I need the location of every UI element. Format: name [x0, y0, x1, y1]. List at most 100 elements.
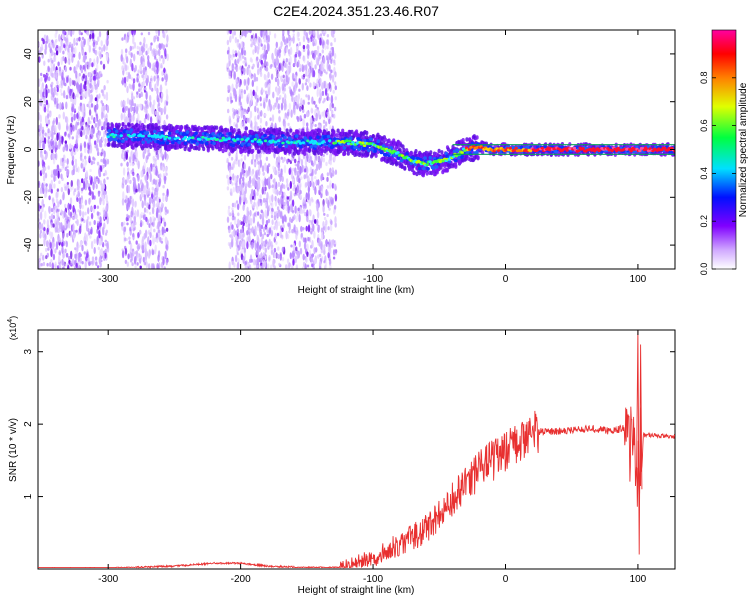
noise-mark [54, 226, 58, 233]
noise-mark [122, 176, 125, 184]
noise-mark [326, 39, 330, 46]
noise-mark [64, 219, 67, 229]
noise-mark [128, 74, 132, 80]
noise-mark [301, 266, 305, 269]
noise-mark [141, 74, 144, 78]
noise-mark [249, 116, 252, 125]
noise-mark [329, 50, 332, 55]
noise-mark [55, 100, 59, 110]
noise-mark [241, 120, 245, 125]
noise-mark [145, 90, 148, 100]
noise-mark [90, 103, 94, 108]
noise-mark [312, 81, 316, 89]
noise-mark [163, 221, 167, 227]
noise-mark [59, 45, 62, 54]
noise-mark [330, 42, 333, 47]
noise-mark [326, 191, 329, 196]
noise-mark [123, 113, 126, 121]
noise-mark [101, 47, 104, 52]
noise-mark [322, 56, 326, 65]
noise-mark [93, 204, 97, 210]
noise-mark [102, 183, 106, 190]
noise-mark [155, 30, 158, 35]
noise-mark [64, 66, 68, 73]
noise-mark [50, 222, 53, 228]
noise-mark [47, 67, 50, 72]
noise-mark [103, 44, 106, 52]
noise-mark [63, 203, 67, 208]
noise-mark [240, 158, 243, 162]
noise-mark [263, 44, 266, 51]
noise-mark [67, 55, 71, 59]
noise-mark [84, 76, 87, 82]
noise-mark [47, 76, 51, 82]
noise-mark [294, 205, 297, 214]
noise-mark [289, 55, 292, 65]
noise-mark [313, 258, 316, 264]
noise-mark [132, 35, 135, 45]
noise-mark [90, 115, 94, 120]
noise-mark [143, 261, 146, 266]
noise-mark [314, 104, 318, 108]
noise-mark [319, 77, 322, 85]
noise-mark [81, 187, 84, 192]
noise-mark [55, 241, 59, 250]
noise-mark [288, 102, 291, 111]
noise-mark [52, 120, 55, 125]
noise-mark [226, 216, 230, 223]
noise-mark [286, 258, 290, 264]
noise-mark [240, 221, 243, 226]
noise-mark [159, 230, 163, 236]
noise-mark [302, 261, 306, 267]
noise-mark [62, 30, 66, 34]
noise-mark [130, 252, 134, 261]
noise-mark [248, 166, 251, 172]
noise-mark [128, 236, 131, 240]
ridge-halo [366, 152, 370, 157]
noise-mark [306, 85, 309, 91]
noise-mark [80, 40, 84, 49]
noise-mark [101, 136, 105, 141]
noise-mark [261, 46, 265, 51]
noise-mark [259, 232, 263, 237]
noise-mark [322, 154, 325, 157]
noise-mark [142, 256, 146, 263]
ridge-halo [296, 130, 300, 135]
noise-mark [126, 36, 129, 43]
noise-mark [78, 72, 82, 77]
noise-mark [48, 183, 52, 192]
noise-mark [77, 190, 80, 197]
noise-mark [334, 96, 337, 101]
noise-mark [141, 244, 145, 251]
noise-mark [231, 216, 235, 221]
noise-mark [147, 252, 151, 259]
noise-mark [154, 158, 157, 162]
noise-mark [291, 94, 294, 103]
noise-mark [133, 215, 136, 223]
noise-mark [134, 182, 137, 188]
noise-mark [268, 254, 271, 261]
noise-mark [263, 260, 267, 268]
noise-mark [327, 226, 330, 231]
noise-mark [165, 88, 169, 96]
ridge-halo [320, 148, 324, 154]
noise-mark [133, 53, 136, 62]
noise-mark [289, 180, 292, 189]
noise-mark [230, 191, 233, 197]
noise-mark [287, 30, 290, 36]
noise-mark [126, 75, 129, 83]
noise-mark [285, 58, 288, 63]
noise-mark [69, 66, 72, 71]
noise-mark [76, 148, 79, 152]
noise-mark [60, 92, 64, 96]
noise-mark [97, 246, 101, 251]
ridge-halo [211, 146, 215, 151]
noise-mark [240, 232, 243, 241]
noise-mark [50, 57, 53, 63]
noise-mark [131, 98, 134, 106]
noise-mark [123, 100, 126, 107]
noise-mark [147, 59, 150, 68]
noise-mark [72, 223, 75, 232]
noise-mark [93, 238, 96, 244]
noise-mark [38, 106, 41, 111]
